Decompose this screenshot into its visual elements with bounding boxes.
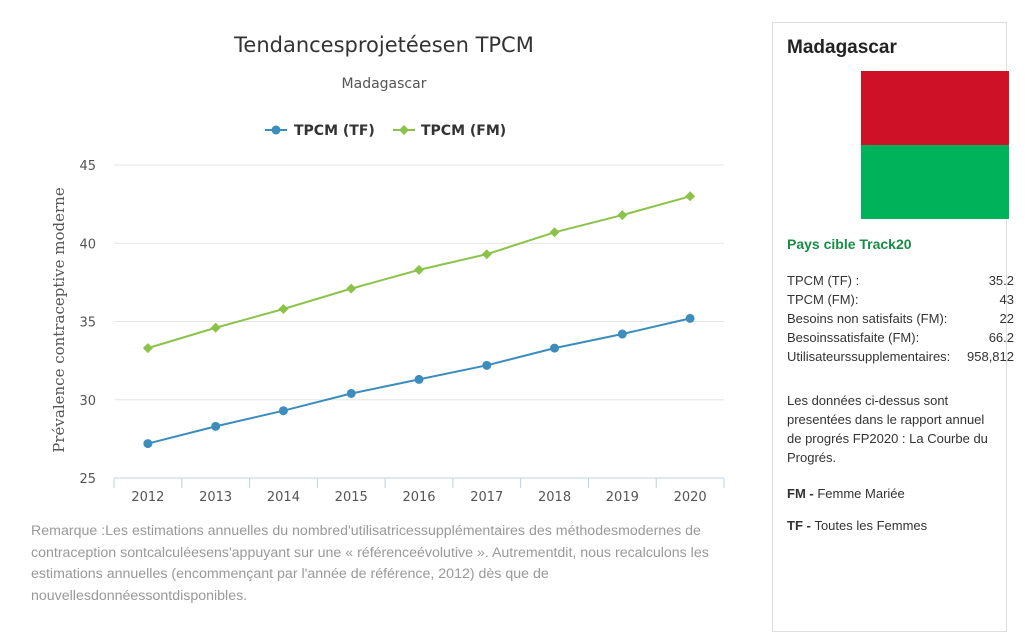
stat-label: Besoins non satisfaits (FM): <box>787 311 948 326</box>
chart-note: Remarque :Les estimations annuelles du n… <box>31 523 709 604</box>
legend-item-fm[interactable]: TPCM (FM) <box>393 123 506 139</box>
data-point <box>617 329 627 339</box>
legend-label-fm: TPCM (FM) <box>421 123 506 139</box>
stats-list: TPCM (TF) : 35.2 TPCM (FM): 43 Besoins n… <box>787 271 1014 366</box>
y-tick-label: 30 <box>79 394 96 409</box>
x-tick-label: 2017 <box>470 490 503 505</box>
y-axis: 25 30 35 40 45 <box>79 159 96 487</box>
data-point <box>142 343 153 354</box>
definition-text: Toutes les Femmes <box>814 518 928 533</box>
stat-label: Besoinssatisfaite (FM): <box>787 330 920 345</box>
flag-red-band <box>861 71 1009 145</box>
y-tick-label: 25 <box>79 472 96 487</box>
stat-value: 958,812 <box>967 349 1014 364</box>
data-point <box>550 343 560 353</box>
panel-description: Les données ci-dessus sont presentées da… <box>787 393 988 465</box>
definition-abbr: FM <box>787 486 806 501</box>
stat-label: Utilisateurssupplementaires: <box>787 349 951 364</box>
data-point <box>346 283 357 294</box>
data-point <box>414 264 424 275</box>
target-country-label: Pays cible Track20 <box>787 236 912 252</box>
data-point <box>278 406 288 416</box>
data-point <box>549 227 560 238</box>
definition-tf: TF - Toutes les Femmes <box>787 518 927 533</box>
series-fm <box>142 191 696 354</box>
data-point <box>685 313 695 323</box>
y-axis-title: Prévalence contraceptive moderne <box>50 187 68 453</box>
stat-value: 35.2 <box>988 273 1014 288</box>
chart: Tendancesprojetéesen TPCM Madagascar TPC… <box>50 33 725 505</box>
data-point <box>481 249 492 260</box>
legend-item-tf[interactable]: TPCM (TF) <box>265 123 375 139</box>
series-group <box>142 191 696 449</box>
data-point <box>143 439 153 449</box>
definition-abbr: TF <box>787 518 803 533</box>
definition-text: Femme Mariée <box>817 486 905 501</box>
x-tick-label: 2012 <box>131 490 164 505</box>
flag-green-band <box>861 145 1009 219</box>
chart-title: Tendancesprojetéesen TPCM <box>233 33 534 57</box>
stat-row: Besoins non satisfaits (FM): 22 <box>787 309 1014 328</box>
stat-row: TPCM (FM): 43 <box>787 290 1014 309</box>
stat-row: TPCM (TF) : 35.2 <box>787 271 1014 290</box>
data-point <box>685 191 696 202</box>
y-tick-label: 45 <box>79 159 96 174</box>
chart-subtitle: Madagascar <box>342 76 427 92</box>
legend-marker-fm <box>399 125 409 135</box>
stat-label: TPCM (TF) : <box>787 273 860 288</box>
stat-value: 66.2 <box>988 330 1014 345</box>
stat-value: 22 <box>999 311 1014 326</box>
y-tick-label: 40 <box>79 237 96 252</box>
line-chart: Tendancesprojetéesen TPCM Madagascar TPC… <box>50 33 725 505</box>
stat-row: Utilisateurssupplementaires: 958,812 <box>787 347 1014 366</box>
data-point <box>211 421 221 431</box>
data-point <box>482 360 492 370</box>
definition-fm: FM - Femme Mariée <box>787 486 905 501</box>
legend-label-tf: TPCM (TF) <box>294 123 375 139</box>
x-tick-label: 2013 <box>199 490 232 505</box>
stat-value: 43 <box>999 292 1014 307</box>
stat-row: Besoinssatisfaite (FM): 66.2 <box>787 328 1014 347</box>
country-info-panel: Madagascar Pays cible Track20 TPCM (TF) … <box>772 22 1014 632</box>
grid <box>114 164 724 401</box>
x-tick-label: 2016 <box>402 490 435 505</box>
x-tick-label: 2018 <box>538 490 571 505</box>
stat-label: TPCM (FM): <box>787 292 859 307</box>
x-tick-label: 2019 <box>606 490 639 505</box>
x-tick-label: 2015 <box>335 490 368 505</box>
definition-separator: - <box>802 518 815 533</box>
legend: TPCM (TF) TPCM (FM) <box>265 123 506 139</box>
data-point <box>278 303 289 314</box>
madagascar-flag <box>861 71 1009 219</box>
data-point <box>346 388 356 398</box>
x-axis: 2012 2013 2014 2015 2016 2017 2018 2019 2020 <box>113 477 725 505</box>
y-tick-label: 35 <box>79 316 96 331</box>
definition-separator: - <box>805 486 818 501</box>
legend-marker-tf <box>271 125 281 135</box>
x-tick-label: 2014 <box>267 490 300 505</box>
country-name: Madagascar <box>787 37 897 58</box>
series-tf <box>143 313 695 449</box>
data-point <box>617 210 628 221</box>
data-point <box>210 322 221 333</box>
x-tick-label: 2020 <box>674 490 707 505</box>
data-point <box>414 374 424 384</box>
